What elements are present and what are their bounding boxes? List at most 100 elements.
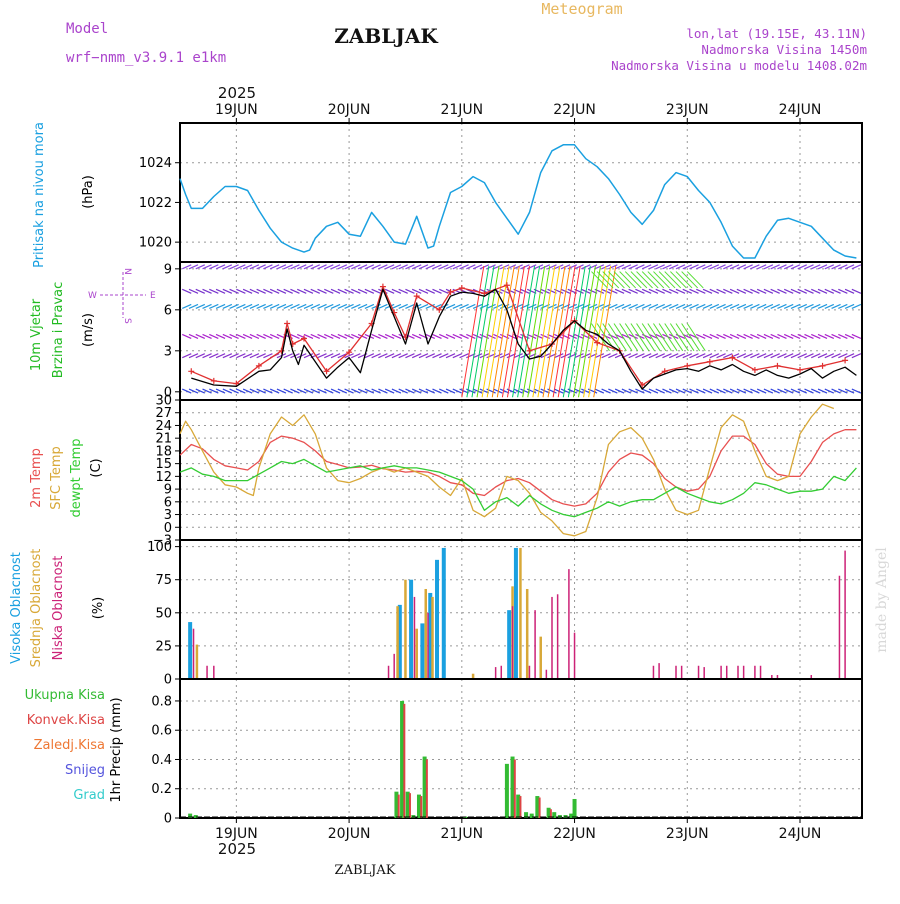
wind-barb bbox=[209, 388, 219, 394]
wind-barb bbox=[296, 264, 307, 270]
cloud-bar bbox=[213, 665, 215, 679]
wind-barb bbox=[310, 388, 321, 394]
wind-barb bbox=[357, 288, 368, 294]
wind-barb bbox=[215, 303, 226, 310]
wind-barb bbox=[242, 333, 253, 339]
wind-barb bbox=[817, 333, 828, 339]
wind-barb bbox=[398, 333, 408, 339]
wind-barb bbox=[276, 303, 287, 310]
cloud-axis-label: Srednja Oblacnost bbox=[29, 549, 44, 668]
wind-barb bbox=[804, 303, 814, 310]
gust-marker bbox=[842, 357, 849, 364]
gust-marker bbox=[797, 366, 803, 373]
y-tick-label: 6 bbox=[164, 303, 172, 318]
wind-barb bbox=[283, 303, 293, 310]
cloud-bar bbox=[500, 665, 503, 679]
gust-marker bbox=[684, 362, 691, 369]
wind-barb bbox=[303, 303, 314, 310]
wind-barb bbox=[647, 271, 665, 289]
wind-barb bbox=[263, 353, 273, 359]
wind-barb bbox=[182, 288, 192, 294]
cloud-bar bbox=[697, 665, 700, 679]
wind-barb bbox=[418, 288, 429, 294]
temp-axis-label: SFC Temp bbox=[49, 446, 64, 510]
wind-barb bbox=[723, 353, 733, 359]
wind-barb bbox=[797, 353, 807, 359]
wind-barb bbox=[310, 264, 321, 270]
gust-marker bbox=[323, 368, 330, 375]
temp-line-dewpt bbox=[179, 458, 857, 518]
wind-barb bbox=[838, 303, 848, 310]
wind-barb bbox=[445, 264, 456, 270]
wind-barb bbox=[229, 333, 239, 339]
day-label-top: 23JUN bbox=[666, 102, 709, 118]
wind-barb bbox=[554, 303, 564, 310]
wind-barb bbox=[520, 264, 530, 270]
wind-barb bbox=[202, 264, 212, 270]
temp-line-sfc bbox=[179, 403, 835, 537]
wind-barb bbox=[330, 303, 341, 310]
wind-barb bbox=[608, 353, 618, 359]
cloud-bar bbox=[507, 610, 512, 679]
wind-barb bbox=[824, 303, 835, 310]
wind-barb bbox=[378, 388, 388, 394]
y-tick-label: 0 bbox=[164, 521, 172, 536]
wind-barb bbox=[276, 288, 287, 294]
wind-barb bbox=[425, 288, 435, 294]
precip-bar bbox=[546, 807, 551, 818]
precip-bar bbox=[516, 794, 521, 818]
wind-barb bbox=[344, 303, 354, 310]
cloud-bar bbox=[393, 653, 395, 679]
wind-barb bbox=[459, 303, 469, 310]
wind-barb bbox=[384, 264, 395, 270]
pressure-unit: (hPa) bbox=[81, 175, 96, 209]
wind-barb bbox=[621, 288, 632, 294]
wind-barb bbox=[804, 388, 814, 394]
wind-barb bbox=[743, 264, 753, 270]
cloud-bar bbox=[776, 675, 779, 679]
cloud-bar bbox=[420, 623, 425, 679]
wind-barb bbox=[439, 288, 449, 294]
panel-frame bbox=[179, 399, 863, 541]
wind-barb bbox=[466, 264, 476, 270]
wind-barb bbox=[182, 353, 192, 359]
wind-barb bbox=[459, 388, 469, 394]
wind-barb bbox=[668, 353, 679, 359]
gust-marker bbox=[594, 339, 601, 346]
wind-barb bbox=[811, 333, 821, 339]
y-tick-label: 0.6 bbox=[151, 724, 172, 739]
wind-barb bbox=[591, 271, 608, 289]
wind-barb bbox=[662, 264, 672, 270]
wind-barb bbox=[790, 388, 801, 394]
wind-barb bbox=[317, 333, 327, 339]
wind-barb bbox=[513, 264, 523, 270]
wind-barb bbox=[696, 264, 706, 270]
precip-bar bbox=[552, 812, 557, 818]
wind-barb bbox=[608, 388, 618, 394]
temp-unit: (C) bbox=[89, 458, 104, 477]
wind-barb bbox=[662, 388, 672, 394]
wind-barb bbox=[296, 288, 307, 294]
wind-barb bbox=[851, 388, 862, 394]
precip-legend-item: Konvek.Kisa bbox=[27, 713, 105, 728]
wind-barb bbox=[486, 333, 496, 339]
y-tick-label: 0 bbox=[164, 673, 172, 688]
wind-barb bbox=[635, 303, 645, 310]
wind-barb bbox=[702, 288, 713, 294]
cloud-unit: (%) bbox=[91, 597, 106, 620]
cloud-bar bbox=[658, 663, 660, 679]
wind-barb bbox=[628, 333, 638, 339]
wind-barb bbox=[202, 353, 212, 359]
wind-barb bbox=[263, 303, 273, 310]
wind-barb bbox=[522, 266, 546, 398]
station-title: ZABLJAK bbox=[334, 24, 438, 48]
wind-barb bbox=[763, 303, 774, 310]
cloud-bar bbox=[573, 632, 576, 679]
wind-barb bbox=[675, 353, 686, 359]
wind-barb bbox=[317, 388, 327, 394]
wind-barb bbox=[364, 288, 375, 294]
wind-barb bbox=[486, 303, 496, 310]
wind-barb bbox=[371, 353, 381, 359]
gust-marker bbox=[447, 289, 454, 296]
wind-barb bbox=[344, 288, 354, 294]
